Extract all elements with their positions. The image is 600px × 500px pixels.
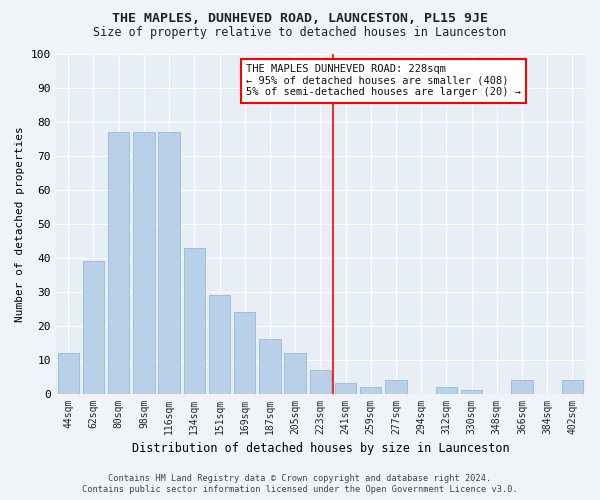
Bar	[385, 380, 407, 394]
Bar	[184, 248, 205, 394]
Bar	[58, 353, 79, 394]
Bar	[209, 295, 230, 394]
Bar	[436, 387, 457, 394]
Bar	[360, 387, 382, 394]
Bar	[335, 384, 356, 394]
Y-axis label: Number of detached properties: Number of detached properties	[15, 126, 25, 322]
Bar	[562, 380, 583, 394]
Text: Contains HM Land Registry data © Crown copyright and database right 2024.
Contai: Contains HM Land Registry data © Crown c…	[82, 474, 518, 494]
Text: Size of property relative to detached houses in Launceston: Size of property relative to detached ho…	[94, 26, 506, 39]
Bar	[158, 132, 180, 394]
Bar	[284, 353, 306, 394]
Bar	[461, 390, 482, 394]
Text: THE MAPLES, DUNHEVED ROAD, LAUNCESTON, PL15 9JE: THE MAPLES, DUNHEVED ROAD, LAUNCESTON, P…	[112, 12, 488, 26]
Bar	[108, 132, 130, 394]
X-axis label: Distribution of detached houses by size in Launceston: Distribution of detached houses by size …	[131, 442, 509, 455]
Bar	[83, 261, 104, 394]
Bar	[259, 339, 281, 394]
Text: THE MAPLES DUNHEVED ROAD: 228sqm
← 95% of detached houses are smaller (408)
5% o: THE MAPLES DUNHEVED ROAD: 228sqm ← 95% o…	[246, 64, 521, 98]
Bar	[234, 312, 256, 394]
Bar	[133, 132, 155, 394]
Bar	[310, 370, 331, 394]
Bar	[511, 380, 533, 394]
